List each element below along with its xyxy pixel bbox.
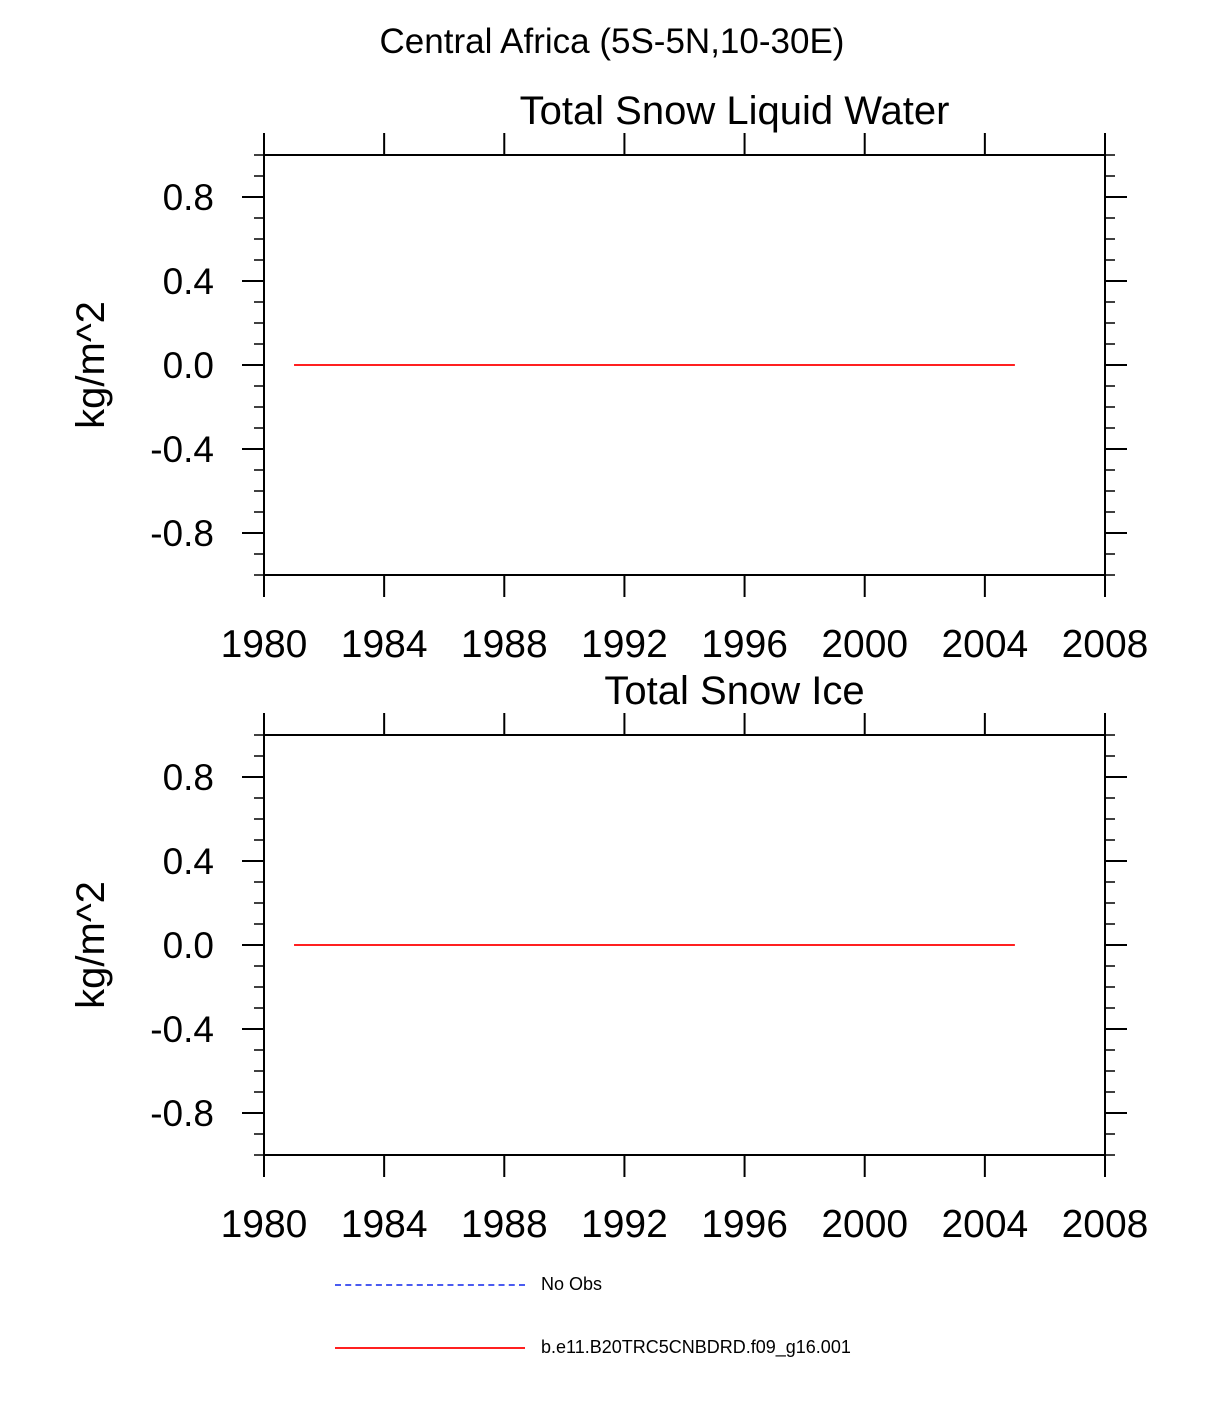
y-tick-label: 0.0 <box>163 345 214 386</box>
x-tick-label: 1992 <box>581 623 668 666</box>
x-tick-label: 2008 <box>1062 623 1149 666</box>
y-tick-label: 0.8 <box>163 757 214 798</box>
y-tick-label: -0.4 <box>150 1009 214 1050</box>
y-tick-label: 0.4 <box>163 261 214 302</box>
x-tick-label: 1980 <box>221 1203 308 1246</box>
x-tick-label: 1984 <box>341 1203 428 1246</box>
figure-supertitle: Central Africa (5S-5N,10-30E) <box>0 22 1224 62</box>
x-tick-label: 1988 <box>461 623 548 666</box>
chart-title: Total Snow Liquid Water <box>520 89 950 133</box>
chart-title: Total Snow Ice <box>604 669 864 713</box>
x-tick-label: 2008 <box>1062 1203 1149 1246</box>
y-axis-label: kg/m^2 <box>69 881 113 1009</box>
x-tick-label: 1988 <box>461 1203 548 1246</box>
figure-supertitle-text: Central Africa (5S-5N,10-30E) <box>379 22 845 61</box>
x-tick-label: 1980 <box>221 623 308 666</box>
x-tick-label: 1992 <box>581 1203 668 1246</box>
x-tick-label: 1996 <box>701 623 788 666</box>
y-tick-label: -0.8 <box>150 513 214 554</box>
x-tick-label: 1984 <box>341 623 428 666</box>
x-tick-label: 2000 <box>821 1203 908 1246</box>
x-tick-label: 2000 <box>821 623 908 666</box>
y-tick-label: -0.8 <box>150 1093 214 1134</box>
y-tick-label: -0.4 <box>150 429 214 470</box>
y-tick-label: 0.0 <box>163 925 214 966</box>
y-axis-label: kg/m^2 <box>69 301 113 429</box>
x-tick-label: 1996 <box>701 1203 788 1246</box>
y-tick-label: 0.4 <box>163 841 214 882</box>
y-tick-label: 0.8 <box>163 177 214 218</box>
x-tick-label: 2004 <box>941 623 1028 666</box>
x-tick-label: 2004 <box>941 1203 1028 1246</box>
